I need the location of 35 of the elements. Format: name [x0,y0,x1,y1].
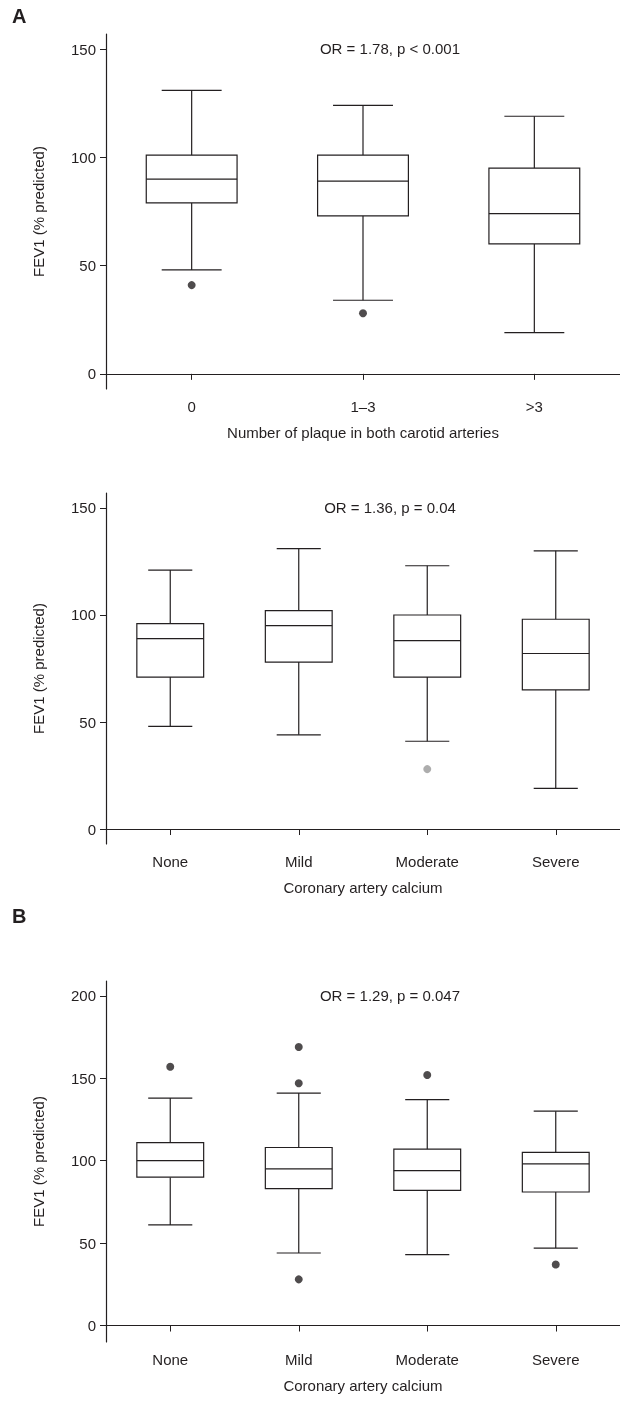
y-tick-label: 150 [70,499,96,517]
y-tick-label: 0 [87,1317,96,1335]
x-axis-title: Coronary artery calcium [283,879,443,896]
chart-title: OR = 1.36, p = 0.04 [324,499,456,516]
x-tick-label: Moderate [395,1351,459,1368]
y-axis-title: FEV1 (% predicted) [30,603,47,734]
chart-title: OR = 1.78, p < 0.001 [319,40,461,57]
text: B [12,905,27,927]
x-axis-title: Coronary artery calcium [283,1377,443,1394]
y-axis-title: FEV1 (% predicted) [30,1096,47,1227]
x-tick-label: 0 [187,398,196,415]
y-tick-label: 200 [70,987,96,1005]
x-tick-label: >3 [525,398,543,415]
y-tick-label: 50 [79,713,96,731]
y-tick-label: 0 [87,820,96,838]
y-tick-label: 100 [70,606,96,624]
y-tick-label: 100 [70,148,96,166]
x-tick-label: 1–3 [350,398,376,415]
y-tick-label: 50 [79,1234,96,1252]
y-tick-label: 150 [70,40,96,58]
x-tick-label: None [152,1351,189,1368]
chart-title: OR = 1.29, p = 0.047 [319,987,461,1004]
x-tick-label: Severe [531,1351,580,1368]
x-tick-label: Severe [531,853,580,870]
x-tick-label: Mild [284,1351,313,1368]
x-tick-label: None [152,853,189,870]
y-axis-title: FEV1 (% predicted) [30,146,47,277]
y-tick-label: 100 [70,1152,96,1170]
x-tick-label: Mild [284,853,313,870]
text: A [12,5,27,27]
x-tick-label: Moderate [395,853,459,870]
y-tick-label: 50 [79,257,96,275]
x-axis-title: Number of plaque in both carotid arteries [227,424,499,441]
y-tick-label: 0 [87,365,96,383]
y-tick-label: 150 [70,1069,96,1087]
